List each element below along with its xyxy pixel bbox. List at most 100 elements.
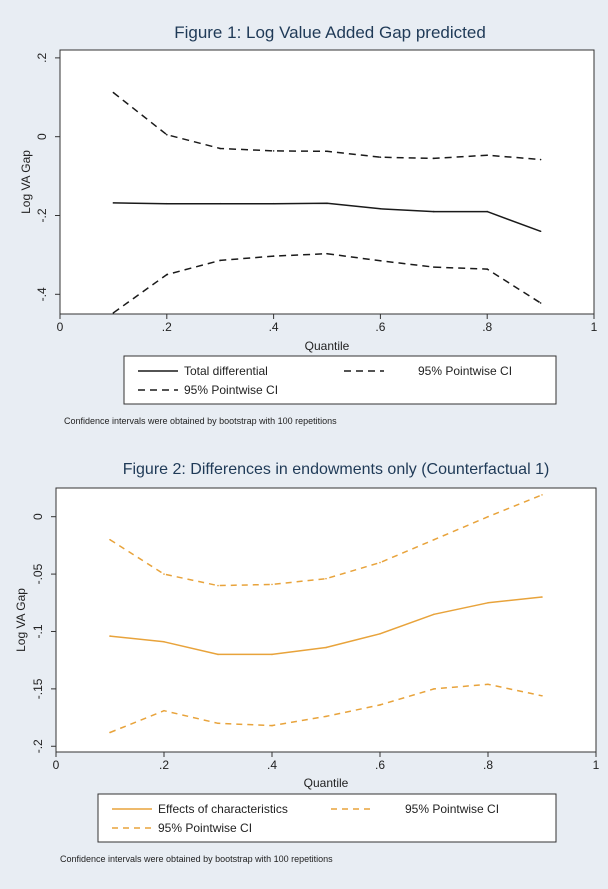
legend-label: 95% Pointwise CI xyxy=(405,802,499,816)
legend-box xyxy=(123,355,557,405)
ci-line xyxy=(109,494,543,587)
chart-title: Figure 2: Differences in endowments only… xyxy=(123,461,550,478)
data-point xyxy=(433,538,435,541)
x-axis-label: Quantile xyxy=(304,776,349,790)
data-point xyxy=(433,613,435,616)
data-point xyxy=(433,157,435,160)
data-point xyxy=(271,653,273,656)
y-tick-label: -.05 xyxy=(31,563,45,584)
plot-area xyxy=(59,49,595,315)
data-point xyxy=(112,202,115,204)
legend-label: 95% Pointwise CI xyxy=(184,383,278,397)
data-point xyxy=(539,230,542,233)
x-tick-label: .4 xyxy=(269,320,279,334)
chart-title: Figure 1: Log Value Added Gap predicted xyxy=(174,23,486,42)
y-axis-label: Log VA Gap xyxy=(14,588,28,652)
legend-label: Effects of characteristics xyxy=(158,802,288,816)
data-point xyxy=(486,268,489,270)
y-tick-label: .2 xyxy=(35,53,49,63)
data-point xyxy=(109,731,111,734)
legend-label: 95% Pointwise CI xyxy=(158,821,252,835)
legend: Total differential 95% Pointwise CI 95% Po… xyxy=(123,355,557,405)
x-tick-label: .6 xyxy=(375,758,385,772)
data-point xyxy=(433,688,435,690)
data-point xyxy=(112,312,115,314)
data-point xyxy=(219,147,221,150)
chart-footnote: Confidence intervals were obtained by bo… xyxy=(60,854,333,864)
series-2 xyxy=(109,494,543,587)
y-tick-label: 0 xyxy=(35,133,49,140)
x-tick-label: .8 xyxy=(483,758,493,772)
ci-line xyxy=(112,252,542,314)
data-point xyxy=(166,273,168,276)
y-tick-label: -.4 xyxy=(35,287,49,301)
data-point xyxy=(219,259,221,262)
data-point xyxy=(539,302,542,304)
data-point xyxy=(217,653,219,656)
x-tick-label: .6 xyxy=(375,320,385,334)
data-point xyxy=(163,573,165,575)
data-point xyxy=(272,255,275,257)
data-point xyxy=(271,724,273,727)
data-point xyxy=(379,260,382,262)
y-tick-label: -.15 xyxy=(31,678,45,699)
data-point xyxy=(541,694,543,697)
x-tick-label: .2 xyxy=(159,758,169,772)
legend-label: Total differential xyxy=(184,364,268,378)
data-point xyxy=(325,646,327,649)
data-point xyxy=(163,709,165,712)
legend-label: 95% Pointwise CI xyxy=(418,364,512,378)
series-3 xyxy=(109,683,543,734)
data-point xyxy=(541,494,543,496)
data-point xyxy=(325,715,327,718)
x-tick-label: 1 xyxy=(591,320,598,334)
data-point xyxy=(166,202,168,205)
x-tick-label: 1 xyxy=(593,758,600,772)
data-point xyxy=(112,91,115,94)
series-2 xyxy=(112,91,542,161)
data-point xyxy=(272,202,275,205)
data-point xyxy=(487,601,489,604)
data-point xyxy=(219,202,221,205)
data-point xyxy=(433,266,435,268)
series-3 xyxy=(112,252,542,314)
data-point xyxy=(163,641,165,643)
data-point xyxy=(379,561,381,564)
x-axis-label: Quantile xyxy=(305,339,350,353)
data-point xyxy=(487,683,489,686)
data-point xyxy=(326,252,328,255)
data-point xyxy=(486,154,489,157)
x-tick-label: 0 xyxy=(53,758,60,772)
data-point xyxy=(487,515,489,518)
chart-1: Figure 1: Log Value Added Gap predicted 0… xyxy=(19,23,598,426)
series-1 xyxy=(112,202,542,233)
y-tick-label: -.1 xyxy=(31,624,45,638)
x-tick-label: 0 xyxy=(57,320,64,334)
data-point xyxy=(379,156,382,158)
data-point xyxy=(271,583,273,586)
y-tick-label: 0 xyxy=(31,513,45,520)
data-point xyxy=(325,577,327,580)
y-axis-label: Log VA Gap xyxy=(19,150,33,214)
legend: Effects of characteristics 95% Pointwise … xyxy=(97,793,557,843)
data-point xyxy=(539,158,542,161)
data-point xyxy=(272,150,275,152)
data-point xyxy=(217,722,219,725)
data-point xyxy=(166,133,168,136)
data-point xyxy=(379,704,381,706)
x-tick-label: .4 xyxy=(267,758,277,772)
data-point xyxy=(109,635,111,637)
legend-box xyxy=(97,793,557,843)
series-1 xyxy=(109,596,543,656)
plot-area xyxy=(55,487,597,753)
y-tick-label: -.2 xyxy=(35,208,49,222)
x-tick-label: .8 xyxy=(482,320,492,334)
chart-footnote: Confidence intervals were obtained by bo… xyxy=(64,416,337,426)
data-point xyxy=(326,202,328,205)
chart-2: Figure 2: Differences in endowments only… xyxy=(14,461,600,864)
data-point xyxy=(109,538,111,541)
y-tick-label: -.2 xyxy=(31,739,45,753)
data-point xyxy=(217,584,219,587)
